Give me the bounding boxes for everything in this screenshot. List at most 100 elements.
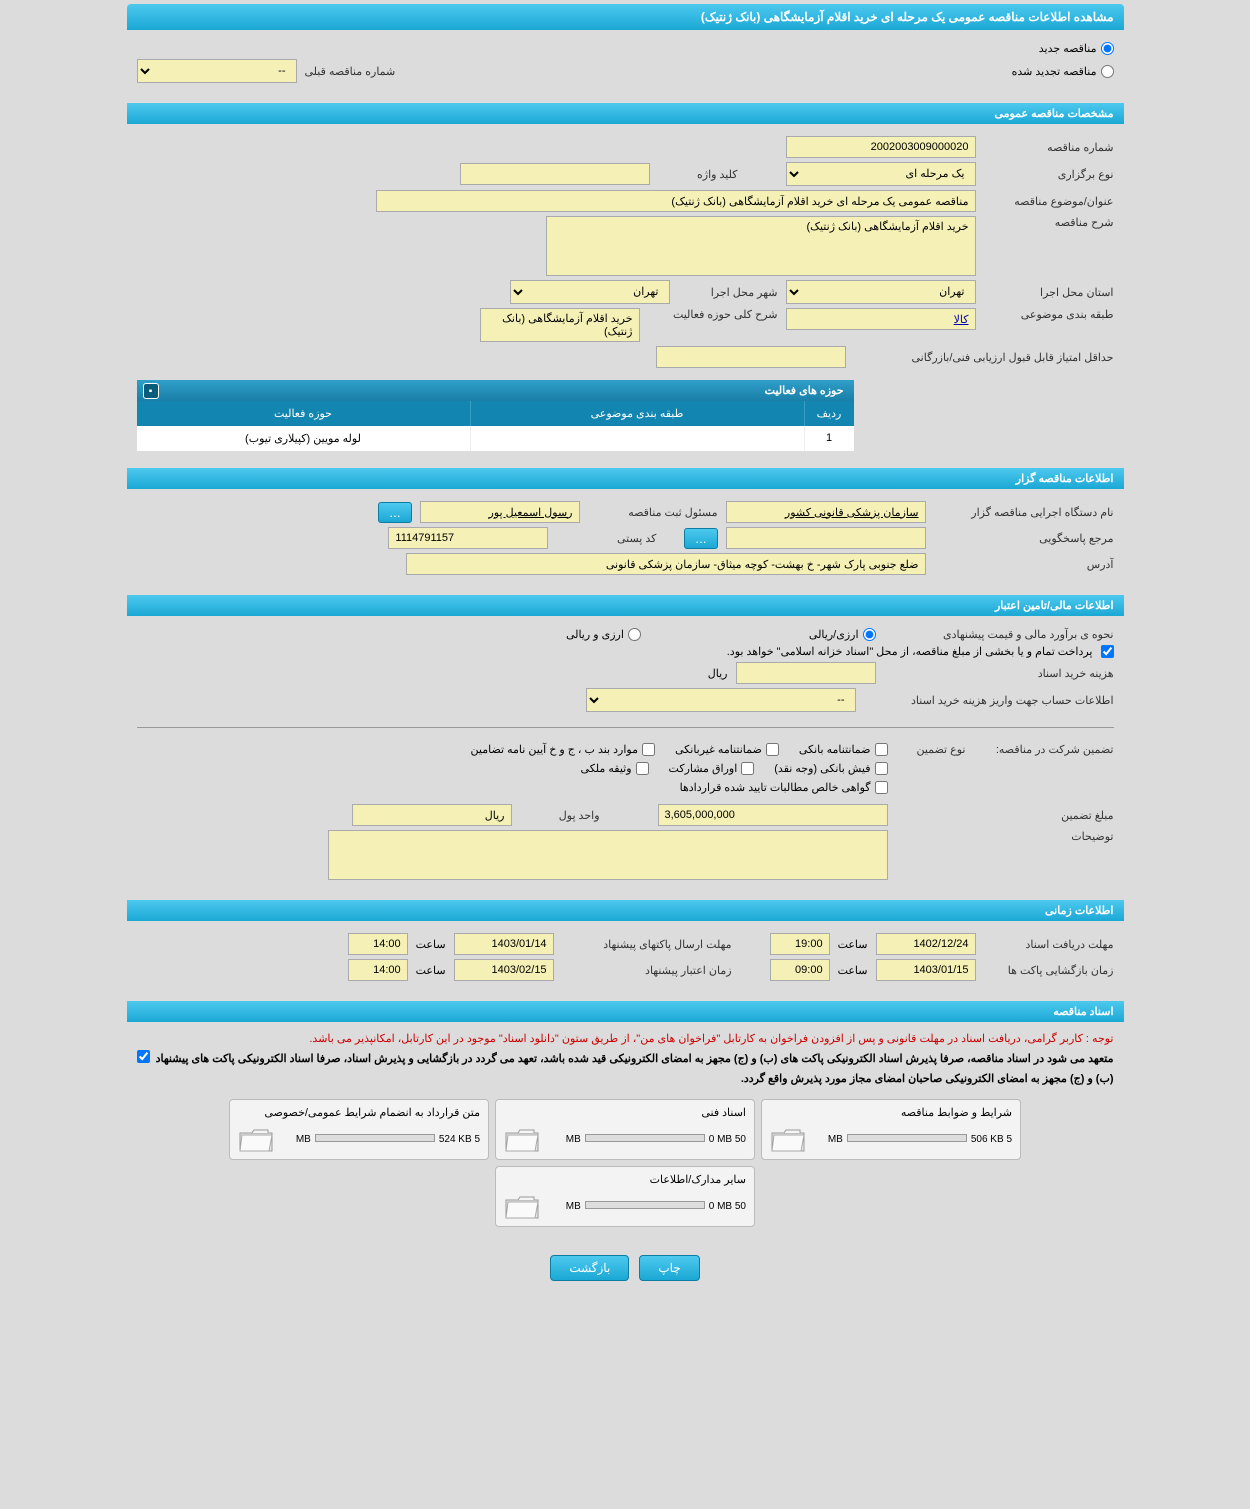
docs-commit-checkbox[interactable] (137, 1050, 150, 1063)
estimate-label: نحوه ی برآورد مالی و قیمت پیشنهادی (884, 628, 1114, 641)
doc-card[interactable]: متن قرارداد به انضمام شرایط عمومی/خصوصی5… (229, 1099, 489, 1160)
doc-card[interactable]: شرایط و ضوابط مناقصه5 MB506 KB (761, 1099, 1021, 1160)
cell-row-n: 1 (804, 426, 854, 451)
officer-browse-button[interactable]: ... (378, 502, 411, 523)
min-score-label: حداقل امتیاز قابل قبول ارزیابی فنی/بازرگ… (854, 351, 1114, 364)
time-label-2: ساعت (416, 938, 446, 951)
section-time: اطلاعات زمانی (127, 900, 1124, 921)
cb-clearance[interactable]: گواهی خالص مطالبات تایید شده قراردادها (680, 781, 888, 794)
time-label-4: ساعت (416, 964, 446, 977)
address-input[interactable] (406, 553, 926, 575)
tender-no-input[interactable] (786, 136, 976, 158)
radio-rial[interactable]: ارزی/ریالی (809, 628, 876, 641)
category-input[interactable] (786, 308, 976, 330)
province-label: استان محل اجرا (984, 286, 1114, 299)
cb-nonbank[interactable]: ضمانتنامه غیربانکی (675, 743, 779, 756)
reg-officer-label: مسئول ثبت مناقصه (588, 506, 718, 519)
agency-label: نام دستگاه اجرایی مناقصه گزار (934, 506, 1114, 519)
submit-time-input[interactable] (348, 933, 408, 955)
col-row-header: ردیف (804, 401, 854, 426)
cb-bank[interactable]: ضمانتنامه بانکی (799, 743, 888, 756)
activity-desc-label: شرح کلی حوزه فعالیت (648, 308, 778, 321)
keyword-input[interactable] (460, 163, 650, 185)
submit-deadline-label: مهلت ارسال پاکتهای پیشنهاد (562, 938, 732, 951)
account-select[interactable]: -- (586, 688, 856, 712)
radio-new-input[interactable] (1101, 42, 1114, 55)
radio-renewed-input[interactable] (1101, 65, 1114, 78)
col-category-header: طبقه بندی موضوعی (470, 401, 804, 426)
receive-time-input[interactable] (770, 933, 830, 955)
cb-receipt[interactable]: فیش بانکی (وجه نقد) (774, 762, 887, 775)
radio-new-tender[interactable]: مناقصه جدید (1039, 42, 1114, 55)
folder-icon (238, 1125, 274, 1153)
notes-textarea[interactable] (328, 830, 888, 880)
validity-date-input[interactable] (454, 959, 554, 981)
cb-deed[interactable]: وثیقه ملکی (581, 762, 649, 775)
section-docs: اسناد مناقصه (127, 1001, 1124, 1022)
doc-cost-label: هزینه خرید اسناد (884, 667, 1114, 680)
currency-unit-input[interactable] (352, 804, 512, 826)
doc-title: شرایط و ضوابط مناقصه (770, 1106, 1012, 1119)
payment-note: پرداخت تمام و یا بخشی از مبلغ مناقصه، از… (727, 645, 1093, 658)
opening-time-input[interactable] (770, 959, 830, 981)
doc-size-info: 5 MB524 KB (282, 1134, 480, 1145)
type-label: نوع برگزاری (984, 168, 1114, 181)
cell-activity: لوله مویین (کپیلاری تیوب) (137, 426, 470, 451)
cb-cd[interactable]: موارد بند ب ، ج و خ آیین نامه تضامین (471, 743, 655, 756)
doc-title: سایر مدارک/اطلاعات (504, 1173, 746, 1186)
address-label: آدرس (934, 558, 1114, 571)
section-financial: اطلاعات مالی/تامین اعتبار (127, 595, 1124, 616)
reg-officer-input[interactable] (420, 501, 580, 523)
back-button[interactable]: بازگشت (550, 1255, 629, 1281)
collapse-icon[interactable]: ▪ (143, 383, 159, 399)
notes-label: توضیحات (896, 830, 1114, 843)
city-select[interactable]: تهران (510, 280, 670, 304)
subject-label: عنوان/موضوع مناقصه (984, 195, 1114, 208)
contact-input[interactable] (726, 527, 926, 549)
cb-bonds[interactable]: اوراق مشارکت (669, 762, 755, 775)
folder-icon (504, 1125, 540, 1153)
opening-label: زمان بازگشایی پاکت ها (984, 964, 1114, 977)
doc-title: اسناد فنی (504, 1106, 746, 1119)
type-select[interactable]: یک مرحله ای (786, 162, 976, 186)
receive-deadline-label: مهلت دریافت اسناد (984, 938, 1114, 951)
min-score-input[interactable] (656, 346, 846, 368)
guarantee-amount-label: مبلغ تضمین (896, 809, 1114, 822)
desc-label: شرح مناقصه (984, 216, 1114, 229)
table-row: 1 لوله مویین (کپیلاری تیوب) (137, 426, 854, 452)
receive-date-input[interactable] (876, 933, 976, 955)
page-title: مشاهده اطلاعات مناقصه عمومی یک مرحله ای … (127, 4, 1124, 30)
doc-cost-input[interactable] (736, 662, 876, 684)
folder-icon (504, 1192, 540, 1220)
opening-date-input[interactable] (876, 959, 976, 981)
submit-date-input[interactable] (454, 933, 554, 955)
guarantee-type-label: نوع تضمین (896, 743, 966, 756)
agency-input[interactable] (726, 501, 926, 523)
radio-currency[interactable]: ارزی و ریالی (566, 628, 641, 641)
payment-checkbox[interactable] (1101, 645, 1114, 658)
subsection-activity: حوزه های فعالیت ▪ (137, 380, 854, 401)
doc-card[interactable]: اسناد فنی 50 MB0 MB (495, 1099, 755, 1160)
currency-unit-label: واحد پول (520, 809, 600, 822)
activity-desc-textarea[interactable]: خرید اقلام آزمایشگاهی (بانک ژنتیک) (480, 308, 640, 342)
city-label: شهر محل اجرا (678, 286, 778, 299)
doc-size-info: 50 MB0 MB (548, 1134, 746, 1145)
doc-card[interactable]: سایر مدارک/اطلاعات50 MB0 MB (495, 1166, 755, 1227)
postal-input[interactable] (388, 527, 548, 549)
prev-tender-select[interactable]: -- (137, 59, 297, 83)
folder-icon (770, 1125, 806, 1153)
guarantee-section-label: تضمین شرکت در مناقصه: (974, 743, 1114, 756)
province-select[interactable]: تهران (786, 280, 976, 304)
col-activity-header: حوزه فعالیت (137, 401, 470, 426)
validity-time-input[interactable] (348, 959, 408, 981)
radio-renewed-tender[interactable]: مناقصه تجدید شده (1012, 65, 1114, 78)
subject-input[interactable] (376, 190, 976, 212)
contact-browse-button[interactable]: ... (684, 528, 717, 549)
print-button[interactable]: چاپ (639, 1255, 699, 1281)
validity-label: زمان اعتبار پیشنهاد (562, 964, 732, 977)
docs-notice-1: توجه : کاربر گرامی، دریافت اسناد در مهلت… (137, 1030, 1114, 1050)
desc-textarea[interactable]: خرید اقلام آزمایشگاهی (بانک ژنتیک) (546, 216, 976, 276)
guarantee-amount-input[interactable] (658, 804, 888, 826)
contact-label: مرجع پاسخگویی (934, 532, 1114, 545)
postal-label: کد پستی (556, 532, 656, 545)
